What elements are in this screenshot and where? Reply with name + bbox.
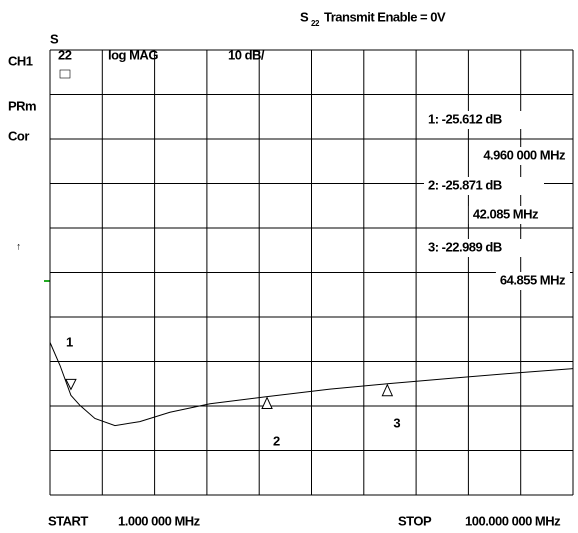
marker-number: 2 <box>273 433 280 448</box>
title-s: S <box>300 9 309 24</box>
readout-bg <box>424 177 544 195</box>
readout-bg <box>495 272 570 290</box>
marker-readout: 2: -25.871 dB <box>428 177 502 192</box>
status: PRm <box>8 98 36 113</box>
ref-arrow: ↑ <box>16 242 21 253</box>
marker-x-readout: 4.960 000 MHz <box>483 147 566 162</box>
format: log MAG <box>108 47 158 62</box>
marker-number: 3 <box>393 415 400 430</box>
marker-x-readout: 42.085 MHz <box>473 206 539 221</box>
start-label: START <box>48 513 88 528</box>
marker-readout: 1: -25.612 dB <box>428 111 502 126</box>
title-sub: 22 <box>311 19 320 28</box>
stop-value: 100.000 000 MHz <box>465 513 561 528</box>
trace <box>49 342 574 427</box>
marker-readout: 3: -22.989 dB <box>428 239 502 254</box>
icon <box>59 69 71 79</box>
marker <box>65 378 77 391</box>
marker <box>261 396 273 410</box>
channel: CH1 <box>8 53 33 68</box>
stop-label: STOP <box>398 513 432 528</box>
title-rest: Transmit Enable = 0V <box>324 9 446 24</box>
param-sub: 22 <box>58 47 72 62</box>
readout-bg <box>424 111 544 129</box>
marker-x-readout: 64.855 MHz <box>500 272 566 287</box>
scale: 10 dB/ <box>228 47 265 62</box>
start-value: 1.000 000 MHz <box>118 513 201 528</box>
status: Cor <box>8 128 29 143</box>
marker <box>381 383 394 397</box>
param-s: S <box>50 31 59 46</box>
readout-bg <box>479 147 570 165</box>
marker-number: 1 <box>66 334 73 349</box>
readout-bg <box>468 206 543 224</box>
readout-bg <box>424 239 544 257</box>
